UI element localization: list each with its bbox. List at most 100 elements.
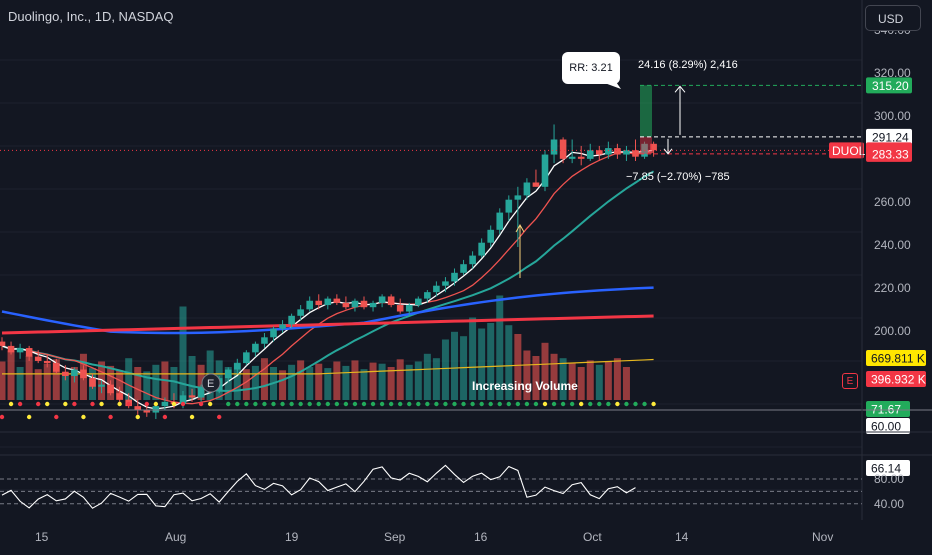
oscillator-tick-label: 80.00 — [874, 472, 904, 486]
time-tick-label: 16 — [474, 530, 488, 544]
volume-bar — [360, 369, 368, 400]
dot-marker — [416, 401, 421, 407]
volume-bar — [7, 350, 15, 400]
volume-bar — [134, 367, 142, 400]
volume-bar — [242, 369, 250, 400]
candle — [650, 143, 657, 151]
candle — [523, 182, 531, 196]
candle — [387, 296, 395, 306]
candle — [442, 281, 449, 286]
dot-marker — [289, 401, 294, 407]
oscillator-tick-label: 40.00 — [874, 497, 904, 511]
candle — [405, 305, 413, 312]
volume-bar — [188, 356, 196, 400]
dot-marker — [651, 401, 656, 407]
dot-marker — [0, 414, 5, 420]
badge-bg — [866, 371, 926, 387]
dot-marker — [452, 401, 457, 407]
dot-marker — [99, 401, 104, 407]
dot-marker — [180, 401, 186, 407]
dot-marker — [226, 401, 231, 407]
candle — [424, 292, 431, 299]
candle — [224, 369, 232, 379]
time-tick-label: 14 — [675, 530, 689, 544]
volume-bar — [469, 317, 477, 400]
price-tick-label: 240.00 — [874, 238, 911, 252]
volume-bar — [387, 367, 395, 400]
dot-indicator-level: 60.00 — [866, 418, 910, 434]
dot-marker — [235, 401, 240, 407]
earnings-marker-circle — [201, 373, 221, 393]
dot-marker — [72, 401, 77, 407]
dot-marker — [506, 401, 511, 407]
badge-text: 291.24 — [872, 130, 909, 144]
candle — [161, 401, 169, 407]
arrow-head — [663, 148, 673, 155]
volume-bar — [52, 359, 60, 400]
candle — [71, 369, 78, 376]
dot-marker — [488, 401, 493, 407]
volume-bar — [514, 334, 522, 400]
dot-marker — [533, 401, 539, 407]
time-tick-label: Nov — [812, 530, 833, 544]
volume-bar — [233, 362, 241, 400]
candle — [7, 345, 15, 353]
volume-bar — [34, 369, 42, 400]
ma-thick-red-line — [1, 314, 654, 335]
earnings-marker: E — [201, 373, 221, 393]
target-annotation: 24.16 (8.29%) 2,416 — [638, 59, 738, 71]
volume-bar — [351, 360, 359, 400]
dot-marker — [560, 401, 566, 407]
currency-button[interactable]: USD — [865, 5, 921, 31]
candle — [559, 139, 567, 159]
volume-bar — [342, 365, 350, 400]
dot-marker — [370, 401, 376, 407]
dot-marker — [398, 401, 403, 407]
dot-marker — [642, 401, 647, 407]
candle — [98, 384, 105, 387]
candle — [279, 324, 286, 329]
volume-bar — [559, 358, 567, 400]
earnings-icon[interactable]: E — [842, 373, 858, 389]
dot-marker — [144, 401, 149, 407]
dot-marker — [108, 414, 113, 420]
price-tick-label: 260.00 — [874, 195, 911, 209]
volume-bar — [197, 364, 205, 400]
candle — [378, 296, 386, 303]
volume-bar — [432, 358, 440, 400]
dot-marker — [298, 401, 303, 407]
dot-marker — [579, 401, 584, 407]
candle — [34, 356, 42, 361]
dot-marker — [153, 401, 159, 407]
badge-bg — [866, 350, 926, 366]
volume-bar — [423, 353, 431, 400]
dot-marker — [280, 401, 285, 407]
candle — [179, 395, 187, 404]
dot-marker — [461, 401, 466, 407]
badge-text: 283.33 — [872, 147, 909, 161]
volume-annotation: Increasing Volume — [472, 379, 578, 393]
target-price-badge: 315.20 — [866, 77, 912, 94]
dot-marker — [334, 401, 340, 407]
candle — [107, 384, 114, 394]
candle — [614, 148, 621, 155]
badge-bg — [866, 460, 910, 476]
candle — [134, 406, 142, 411]
volume-bar — [143, 371, 151, 400]
candle — [487, 229, 494, 243]
dot-marker — [17, 401, 23, 407]
candle — [25, 348, 33, 357]
badge-bg — [866, 401, 910, 417]
volume-ma-line — [2, 358, 654, 375]
candle — [514, 195, 522, 200]
volume-bar — [260, 358, 268, 400]
candle — [62, 371, 69, 376]
candle — [577, 156, 585, 159]
dot-marker — [343, 401, 349, 407]
candle — [496, 212, 504, 230]
dot-marker — [171, 401, 177, 407]
candle — [369, 302, 377, 308]
volume-bar — [604, 361, 612, 400]
